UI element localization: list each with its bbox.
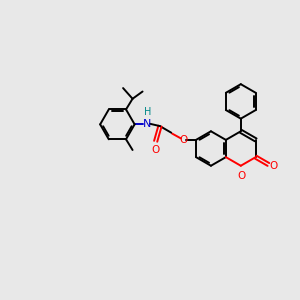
Text: O: O bbox=[151, 145, 159, 155]
Text: N: N bbox=[143, 119, 151, 129]
Text: O: O bbox=[238, 170, 246, 181]
Text: O: O bbox=[270, 161, 278, 171]
Text: O: O bbox=[179, 135, 188, 145]
Text: H: H bbox=[144, 107, 152, 117]
